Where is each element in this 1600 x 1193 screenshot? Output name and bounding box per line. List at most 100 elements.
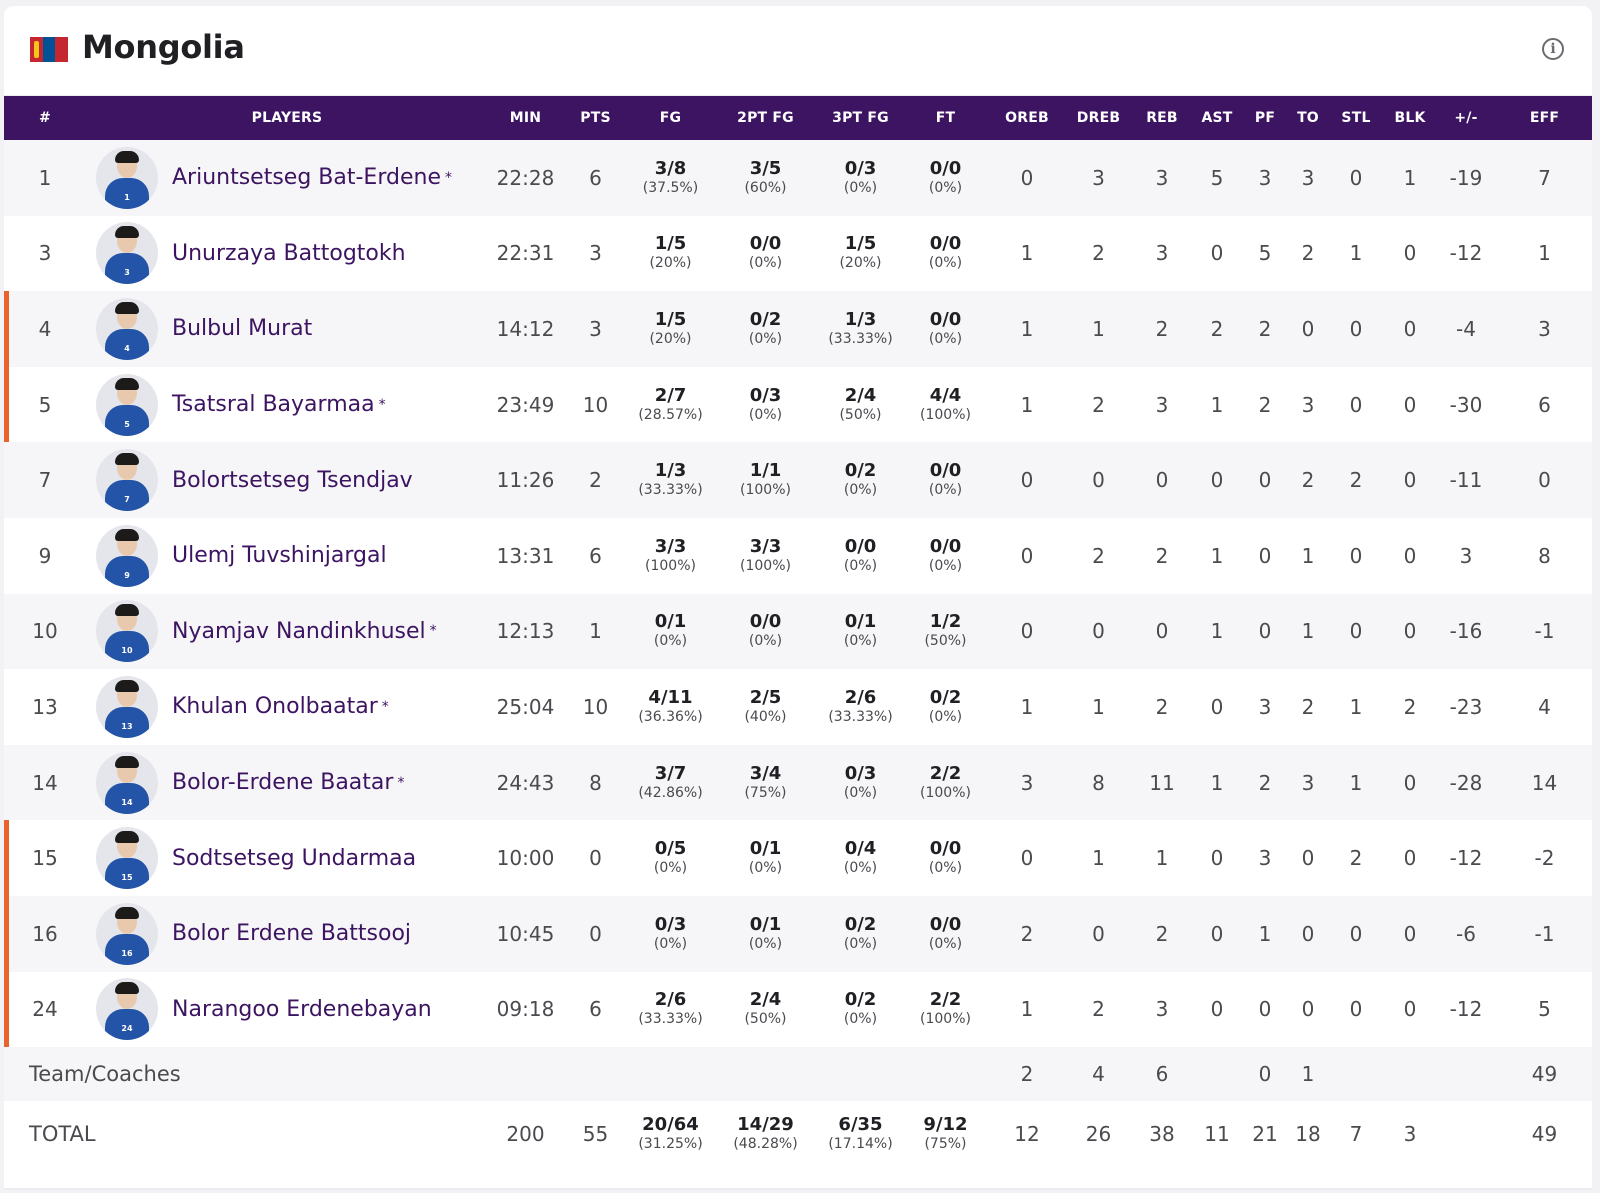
player-avatar[interactable]: 13	[96, 675, 158, 738]
turnovers: 3	[1301, 392, 1315, 417]
column-header[interactable]: PTS	[580, 110, 611, 126]
player-name-link[interactable]: Nyamjav Nandinkhusel	[172, 618, 426, 644]
player-name-link[interactable]: Ariuntsetseg Bat-Erdene	[172, 165, 441, 191]
column-header[interactable]: MIN	[509, 110, 542, 126]
player-avatar[interactable]: 16	[96, 902, 158, 965]
table-row[interactable]: 24 24 Narangoo Erdenebayan 09:18 6 2/6 (33.33%…	[4, 971, 1592, 1048]
player-cell: 7 Bolortsetseg Tsendjav	[86, 442, 488, 518]
column-header[interactable]: OREB	[1005, 110, 1049, 126]
defensive-rebounds: 0	[1092, 468, 1105, 493]
turnovers: 2	[1301, 468, 1315, 493]
steals: 1	[1349, 694, 1363, 719]
efficiency: -1	[1534, 921, 1555, 946]
column-header[interactable]: PLAYERS	[251, 110, 323, 126]
personal-fouls: 2	[1258, 770, 1272, 795]
minutes: 23:49	[496, 392, 555, 417]
three-point-fg-percentage: (0%)	[843, 557, 878, 574]
player-name-link[interactable]: Bolortsetseg Tsendjav	[172, 467, 413, 493]
avatar-jersey-number: 5	[124, 419, 130, 429]
blocks: 0	[1403, 241, 1417, 266]
minutes: 25:04	[496, 694, 555, 719]
minutes: 22:28	[496, 165, 555, 190]
column-header[interactable]: PF	[1254, 110, 1276, 126]
free-throws-percentage: (100%)	[920, 784, 971, 801]
column-header[interactable]: 3PT FG	[832, 110, 889, 126]
efficiency: 3	[1538, 316, 1551, 341]
free-throws-made-attempted: 0/2	[929, 686, 962, 708]
efficiency: 1	[1538, 241, 1551, 266]
player-avatar[interactable]: 3	[96, 222, 158, 285]
table-row[interactable]: 3 3 Unurzaya Battogtokh 22:31 3 1/5 (20%) 0/0 (0…	[4, 215, 1592, 292]
player-name-link[interactable]: Narangoo Erdenebayan	[172, 996, 432, 1022]
column-header[interactable]: BLK	[1394, 110, 1426, 126]
plus-minus: -19	[1449, 165, 1483, 190]
field-goals-percentage: (37.5%)	[642, 179, 699, 196]
player-avatar[interactable]: 4	[96, 297, 158, 360]
info-icon[interactable]: i	[1542, 38, 1564, 60]
column-header[interactable]: FT	[935, 110, 956, 126]
blocks: 0	[1403, 846, 1417, 871]
field-goals-percentage: (100%)	[645, 557, 696, 574]
table-row[interactable]: 14 14 Bolor-Erdene Baatar * 24:43 8 3/7 (42.86%…	[4, 744, 1592, 821]
rebounds: 2	[1155, 316, 1169, 341]
column-header[interactable]: AST	[1201, 110, 1233, 126]
table-row[interactable]: 5 5 Tsatsral Bayarmaa * 23:49 10 2/7 (28.57%) 0/…	[4, 366, 1592, 443]
table-row[interactable]: 10 10 Nyamjav Nandinkhusel * 12:13 1 0/1 (0%) 0/…	[4, 593, 1592, 670]
column-header[interactable]: +/-	[1454, 110, 1478, 126]
jersey-number: 5	[4, 367, 86, 443]
player-name-link[interactable]: Unurzaya Battogtokh	[172, 240, 406, 266]
plus-minus: -16	[1449, 619, 1483, 644]
avatar-jersey	[105, 480, 149, 512]
two-point-fg-made-attempted: 0/0	[749, 611, 782, 633]
table-row[interactable]: 4 4 Bulbul Murat 14:12 3 1/5 (20%) 0/2 (0%) 1/3 (3…	[4, 291, 1592, 367]
assists: 0	[1210, 468, 1224, 493]
column-header[interactable]: TO	[1297, 110, 1319, 126]
jersey-number: 4	[4, 291, 86, 367]
player-avatar[interactable]: 1	[96, 146, 158, 209]
player-avatar[interactable]: 5	[96, 373, 158, 436]
table-row[interactable]: 13 13 Khulan Onolbaatar * 25:04 10 4/11 (36.36%…	[4, 669, 1592, 745]
player-avatar[interactable]: 10	[96, 600, 158, 663]
player-avatar[interactable]: 9	[96, 524, 158, 587]
table-row[interactable]: 16 16 Bolor Erdene Battsooj 10:45 0 0/3 (0%) 0/…	[4, 895, 1592, 972]
table-row[interactable]: 9 9 Ulemj Tuvshinjargal 13:31 6 3/3 (100%) 3/3(…	[4, 517, 1592, 594]
player-avatar[interactable]: 15	[96, 827, 158, 890]
avatar-jersey	[105, 933, 149, 965]
two-point-fg-percentage: (0%)	[748, 860, 783, 877]
column-header[interactable]: #	[39, 110, 51, 126]
avatar-jersey-number: 15	[121, 873, 133, 883]
player-name-link[interactable]: Ulemj Tuvshinjargal	[172, 543, 387, 569]
offensive-rebounds: 2	[1020, 921, 1034, 946]
free-throws: 1/2 (50%)	[903, 594, 988, 670]
player-name-link[interactable]: Bolor-Erdene Baatar	[172, 770, 394, 796]
column-header[interactable]: REB	[1146, 110, 1178, 126]
column-header[interactable]: DREB	[1076, 110, 1121, 126]
column-header[interactable]: EFF	[1529, 110, 1560, 126]
player-avatar[interactable]: 24	[96, 978, 158, 1041]
player-name-link[interactable]: Bolor Erdene Battsooj	[172, 921, 412, 947]
avatar-hair	[115, 528, 139, 541]
defensive-rebounds: 0	[1092, 921, 1105, 946]
table-row[interactable]: 1 1 Ariuntsetseg Bat-Erdene * 22:28 6 3/8 (37.5…	[4, 140, 1592, 216]
table-row[interactable]: 15 15 Sodtsetseg Undarmaa 10:00 0 0/5 (0%) 0/1(…	[4, 820, 1592, 896]
player-name-link[interactable]: Tsatsral Bayarmaa	[172, 392, 375, 418]
free-throws-made-attempted: 0/0	[929, 157, 962, 179]
free-throws: 0/0 (0%)	[903, 140, 988, 216]
two-point-fg-percentage: (0%)	[748, 330, 783, 347]
column-header[interactable]: FG	[659, 110, 682, 126]
player-avatar[interactable]: 14	[96, 751, 158, 814]
column-header[interactable]: 2PT FG	[737, 110, 794, 126]
points: 0	[589, 921, 602, 946]
player-name-link[interactable]: Khulan Onolbaatar	[172, 694, 378, 720]
player-name-link[interactable]: Sodtsetseg Undarmaa	[172, 845, 417, 871]
offensive-rebounds: 1	[1020, 392, 1034, 417]
table-row[interactable]: 7 7 Bolortsetseg Tsendjav 11:26 2 1/3 (33.33%)…	[4, 442, 1592, 518]
avatar-hair	[115, 831, 139, 844]
column-header[interactable]: STL	[1341, 110, 1371, 126]
player-avatar[interactable]: 7	[96, 449, 158, 512]
avatar-jersey-number: 9	[124, 570, 130, 580]
total-row: TOTAL 200 55 20/64 (31.25%) 14/29 (48.28%) 6/35…	[4, 1101, 1592, 1168]
avatar-jersey	[105, 253, 149, 285]
player-name-link[interactable]: Bulbul Murat	[172, 316, 313, 342]
plus-minus: -30	[1449, 392, 1483, 417]
